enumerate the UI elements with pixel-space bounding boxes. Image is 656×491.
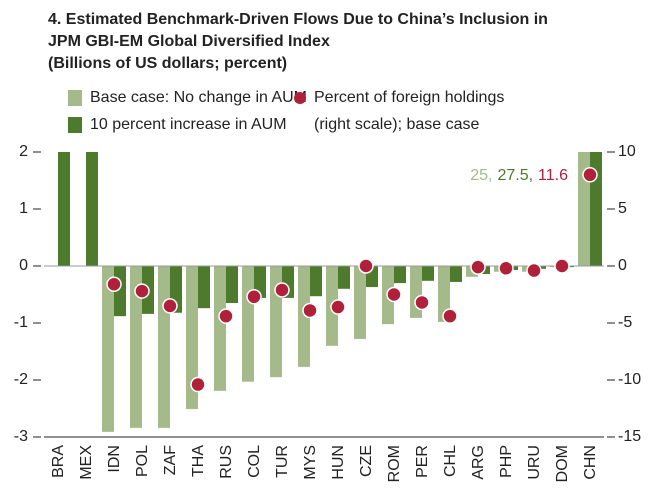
bar [226, 266, 238, 304]
bar [158, 266, 170, 428]
y2-tick-label: 10 [618, 143, 636, 160]
chart-title: 4. Estimated Benchmark-Driven Flows Due … [48, 11, 548, 28]
legend-label: (right scale); base case [314, 116, 480, 133]
x-tick-label: HUN [330, 445, 347, 480]
x-tick-label: DOM [554, 445, 571, 482]
dot [386, 286, 402, 303]
chart-title: JPM GBI-EM Global Diversified Index [48, 33, 330, 50]
dot [526, 262, 542, 279]
x-tick-label: MYS [302, 445, 319, 480]
y2-tick-label: -15 [618, 428, 641, 445]
annotation-part: 11.6 [538, 167, 568, 184]
x-tick-label: THA [190, 445, 207, 477]
x-tick-label: BRA [50, 445, 67, 478]
bar [310, 266, 322, 297]
bar [214, 266, 226, 391]
bar [86, 152, 98, 266]
y-tick-label: -3 [14, 428, 28, 445]
dot [302, 302, 318, 319]
x-tick-label: PER [414, 445, 431, 478]
bar [198, 266, 210, 309]
dot [554, 258, 570, 274]
y-tick-label: -2 [14, 371, 28, 388]
y-tick-label: 1 [19, 200, 28, 217]
x-tick-label: POL [134, 445, 151, 477]
bar [354, 266, 366, 339]
dot [218, 308, 234, 324]
y-tick-label: 2 [19, 143, 28, 160]
annotation-part: 25, [470, 167, 492, 184]
dot [246, 289, 262, 305]
chart-title: (Billions of US dollars; percent) [48, 55, 287, 72]
dot [190, 376, 206, 393]
annotation: 25, 27.5, 11.6 [470, 167, 568, 184]
x-tick-label: RUS [218, 445, 235, 479]
dot [106, 276, 122, 292]
x-tick-label: TUR [274, 445, 291, 478]
x-tick-label: MEX [78, 445, 95, 480]
x-tick-label: PHP [498, 445, 515, 478]
y2-tick-label: 0 [618, 257, 627, 274]
legend-label: Base case: No change in AUM [90, 89, 307, 106]
bar [298, 266, 310, 367]
x-tick-label: IDN [106, 445, 123, 473]
bar [186, 266, 198, 410]
bar [410, 266, 422, 318]
dot [582, 167, 598, 183]
x-tick-label: ARG [470, 445, 487, 480]
legend-label: 10 percent increase in AUM [90, 116, 287, 133]
x-tick-label: CZE [358, 445, 375, 477]
bar [578, 152, 590, 266]
dot [162, 298, 178, 314]
y2-tick-label: 5 [618, 200, 627, 217]
dot [274, 282, 290, 298]
bar [438, 266, 450, 322]
x-tick-label: CHL [442, 445, 459, 477]
dot [414, 294, 430, 311]
dot [358, 258, 374, 274]
annotation-part: 27.5, [497, 167, 533, 184]
bar [590, 152, 602, 266]
bar [450, 266, 462, 282]
y-tick-label: 0 [19, 257, 28, 274]
bar [394, 266, 406, 284]
x-tick-label: COL [246, 445, 263, 478]
x-tick-label: CHN [582, 445, 599, 480]
legend-swatch [294, 92, 306, 104]
legend-swatch [68, 117, 82, 133]
x-tick-label: URU [526, 445, 543, 480]
bar [338, 266, 350, 289]
legend-label: Percent of foreign holdings [314, 89, 504, 106]
dot [442, 308, 458, 324]
y-tick-label: -1 [14, 314, 28, 331]
bar [242, 266, 254, 382]
dot [470, 259, 486, 275]
bar [102, 266, 114, 432]
dot [134, 283, 150, 299]
x-tick-label: ZAF [162, 445, 179, 475]
x-tick-label: ROM [386, 445, 403, 482]
dot [498, 260, 514, 277]
y2-tick-label: -10 [618, 371, 641, 388]
y2-tick-label: -5 [618, 314, 632, 331]
legend-swatch [68, 90, 82, 106]
bar [422, 266, 434, 281]
bar [130, 266, 142, 428]
dot [330, 299, 346, 315]
bar [58, 152, 70, 266]
